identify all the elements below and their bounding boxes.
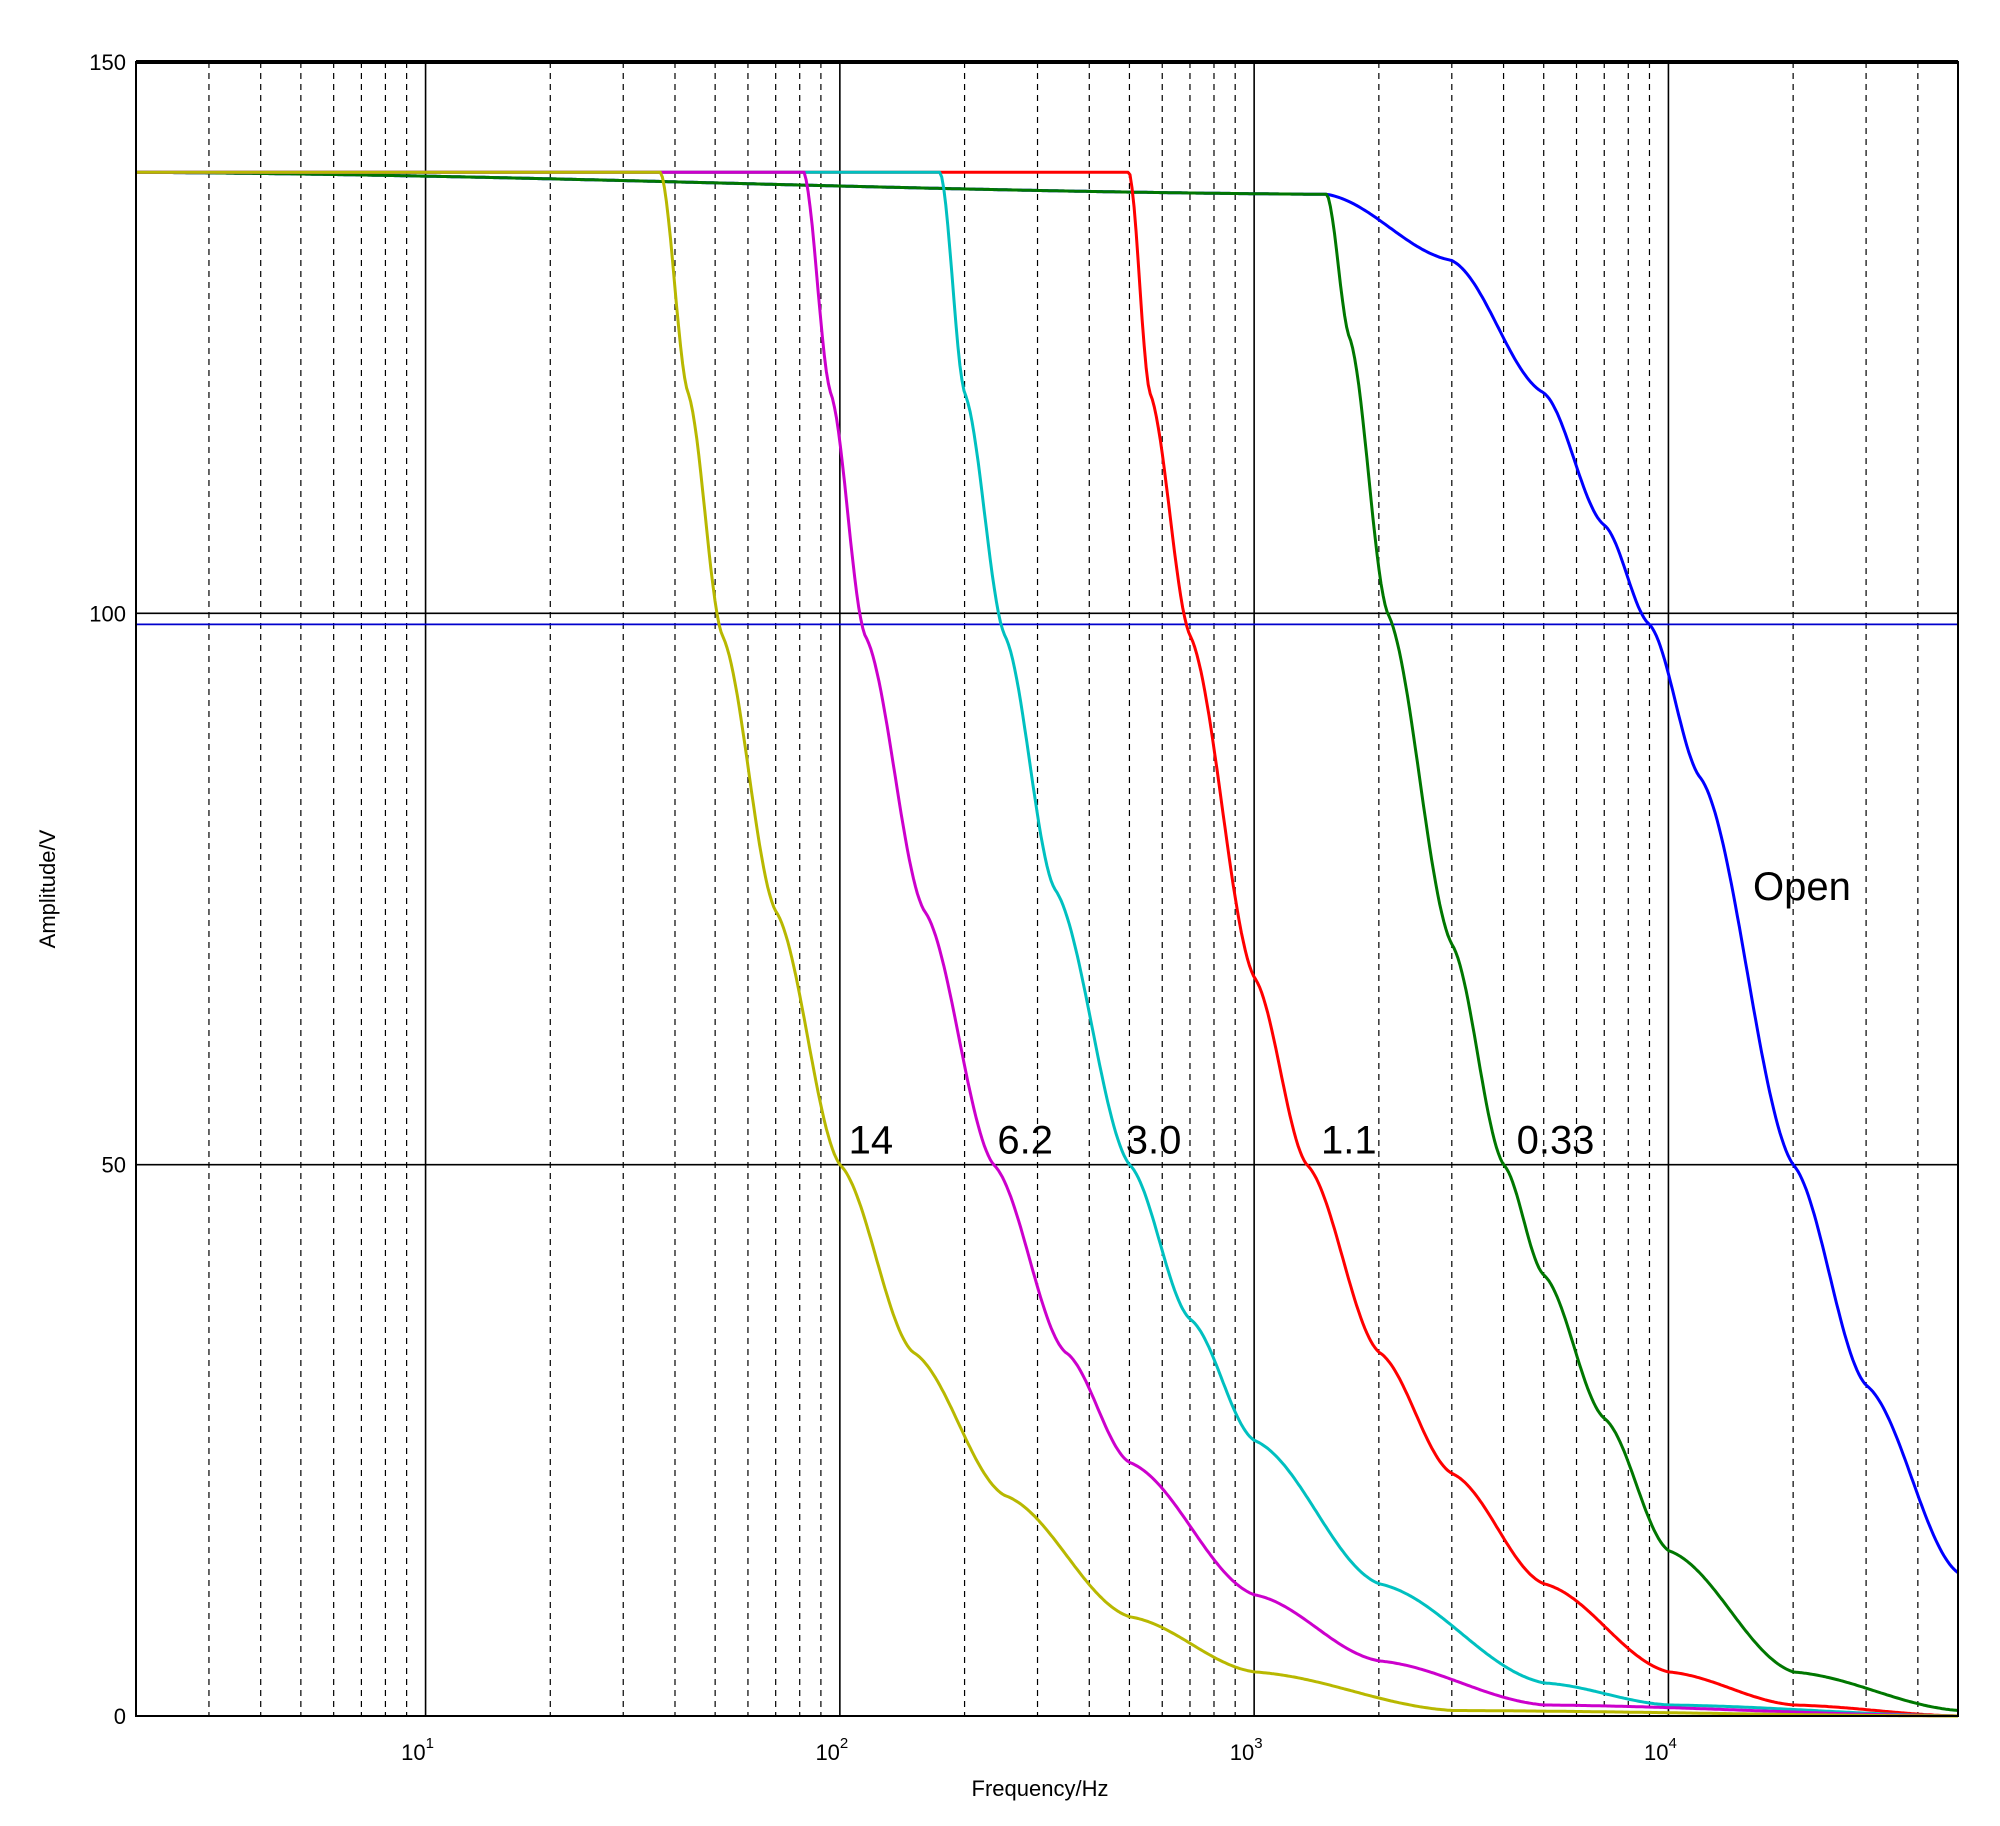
curve-label-open: Open: [1753, 865, 1851, 909]
x-tick-label: 102: [815, 1735, 848, 1765]
x-axis-label: Frequency/Hz: [972, 1776, 1109, 1801]
curve-14: [136, 170, 1958, 1718]
x-tick-label: 104: [1644, 1735, 1677, 1765]
y-tick-label: 50: [102, 1153, 126, 1178]
curve-label-14: 14: [849, 1119, 894, 1163]
y-tick-labels: 0 50 100 150: [89, 50, 126, 1729]
y-tick-label: 150: [89, 50, 126, 75]
x-tick-labels: 101 102 103 104: [401, 1735, 1677, 1765]
curves: [136, 170, 1959, 1718]
curve-label-0-33: 0.33: [1517, 1119, 1595, 1163]
y-axis-label: Amplitude/V: [35, 829, 60, 948]
curve-annotations: 14 6.2 3.0 1.1 0.33 Open: [849, 865, 1851, 1163]
curve-label-1-1: 1.1: [1321, 1119, 1377, 1163]
y-tick-label: 0: [114, 1704, 126, 1729]
curve-label-6-2: 6.2: [997, 1119, 1053, 1163]
x-tick-label: 103: [1230, 1735, 1263, 1765]
curve-0-33: [136, 170, 1959, 1712]
y-tick-label: 100: [89, 601, 126, 626]
curve-label-3-0: 3.0: [1126, 1119, 1182, 1163]
x-tick-label: 101: [401, 1735, 434, 1765]
